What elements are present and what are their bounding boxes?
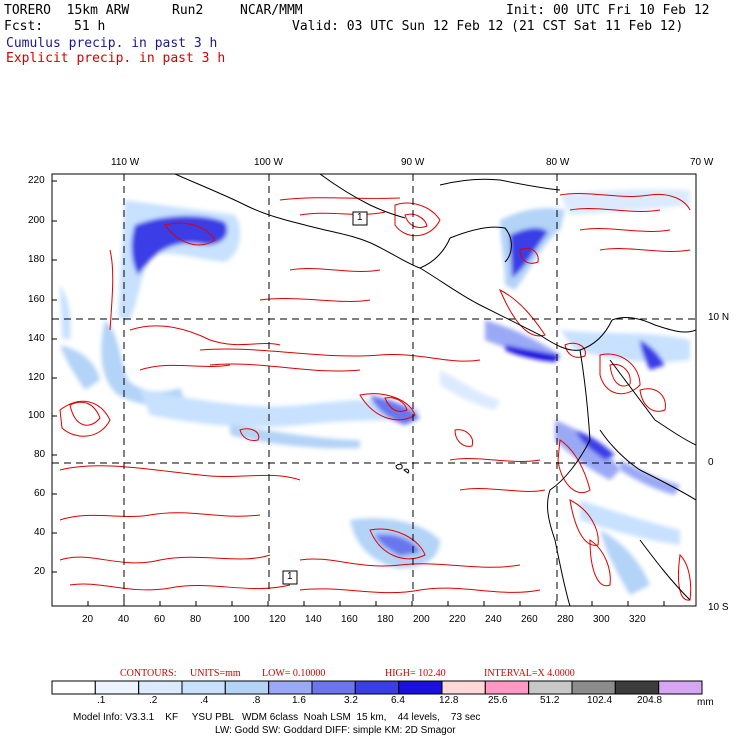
low-marker-label: 1 [287,571,293,582]
x-tick-label: 300 [593,614,610,625]
init-time: Init: 00 UTC Fri 10 Feb 12 [506,3,710,18]
colorbar-swatch [51,680,96,695]
colorbar-swatch [94,680,140,695]
lat-label: 0 [708,457,714,468]
map-grid [52,174,696,606]
cumulus-precip-shading [60,189,690,595]
contours-high: HIGH= 102.40 [385,668,446,679]
axis-ticks [52,180,665,606]
run-label: Run2 [172,3,204,18]
y-tick-label: 80 [34,449,46,460]
colorbar-label: .1 [97,695,106,706]
colorbar-swatch [311,680,356,695]
colorbar-swatch [484,680,530,695]
colorbar-swatch [441,680,486,695]
colorbar-label: 102.4 [587,695,613,706]
colorbar-unit: mm [697,697,714,708]
cumulus-precip-label: Cumulus precip. in past 3 h [6,36,218,51]
colorbar-swatch [528,680,573,695]
x-tick-label: 180 [377,614,394,625]
colorbar-label: 51.2 [540,695,560,706]
colorbar-label: 25.6 [488,695,508,706]
x-tick-label: 80 [190,614,202,625]
forecast-hours: 51 h [74,19,106,34]
lat-label: 10 S [708,602,729,613]
low-marker-north [352,211,368,226]
colorbar-swatch [224,680,270,695]
colorbar-swatch [138,680,183,695]
contours-label: CONTOURS: [120,668,177,679]
lon-label: 110 W [111,157,140,168]
contours-low: LOW= 0.10000 [262,668,326,679]
y-tick-label: 200 [28,215,45,226]
x-tick-label: 20 [82,614,94,625]
model-name: TORERO 15km ARW [4,3,130,18]
y-tick-label: 40 [34,527,46,538]
x-tick-label: 260 [521,614,538,625]
colorbar-label: 6.4 [391,695,405,706]
x-tick-label: 120 [269,614,286,625]
lon-label: 80 W [546,157,570,168]
colorbar-label: .4 [200,695,209,706]
model-info: Model Info: V3.3.1 KF YSU PBL WDM 6class… [73,712,481,723]
colorbar-swatch [571,680,616,695]
x-tick-label: 320 [629,614,646,625]
y-tick-label: 160 [28,294,45,305]
lat-label: 10 N [708,312,730,323]
low-marker-south [282,570,298,585]
y-tick-label: 100 [28,410,45,421]
y-tick-label: 20 [34,566,46,577]
x-tick-label: 220 [449,614,466,625]
colorbar-swatch [658,680,703,695]
explicit-precip-label: Explicit precip. in past 3 h [6,51,226,66]
colorbar-label: 204.8 [637,695,663,706]
contours-units: UNITS=mm [190,668,241,679]
explicit-precip-contours [59,193,692,601]
lon-label: 100 W [254,157,283,168]
x-tick-label: 160 [341,614,358,625]
colorbar-label: .2 [149,695,158,706]
coastlines [174,174,696,606]
forecast-label: Fcst: [4,19,44,34]
x-tick-label: 280 [557,614,574,625]
x-tick-label: 200 [413,614,430,625]
y-tick-label: 120 [28,372,45,383]
org-label: NCAR/MMM [240,3,303,18]
map-frame [51,173,697,607]
low-marker-label: 1 [357,212,363,223]
colorbar-swatch [398,680,443,695]
colorbar-label: .8 [252,695,261,706]
x-tick-label: 240 [485,614,502,625]
lon-label: 70 W [690,157,714,168]
colorbar-label: 1.6 [292,695,306,706]
colorbar-label: 12.8 [439,695,459,706]
colorbar-label: 3.2 [344,695,358,706]
valid-time: Valid: 03 UTC Sun 12 Feb 12 (21 CST Sat … [292,19,684,34]
y-tick-label: 60 [34,488,46,499]
y-tick-label: 140 [28,333,45,344]
x-tick-label: 40 [118,614,130,625]
precip-map [51,173,697,607]
x-tick-label: 140 [305,614,322,625]
colorbar-swatch [268,680,313,695]
colorbar-swatch [614,680,660,695]
contours-interval: INTERVAL=X 4.0000 [484,668,575,679]
y-tick-label: 220 [28,175,45,186]
lon-label: 90 W [401,157,425,168]
x-tick-label: 100 [233,614,250,625]
physics-info: LW: Godd SW: Goddard DIFF: simple KM: 2D… [215,725,456,736]
colorbar-swatch [181,680,226,695]
y-tick-label: 180 [28,254,45,265]
x-tick-label: 60 [154,614,166,625]
colorbar-swatch [354,680,400,695]
